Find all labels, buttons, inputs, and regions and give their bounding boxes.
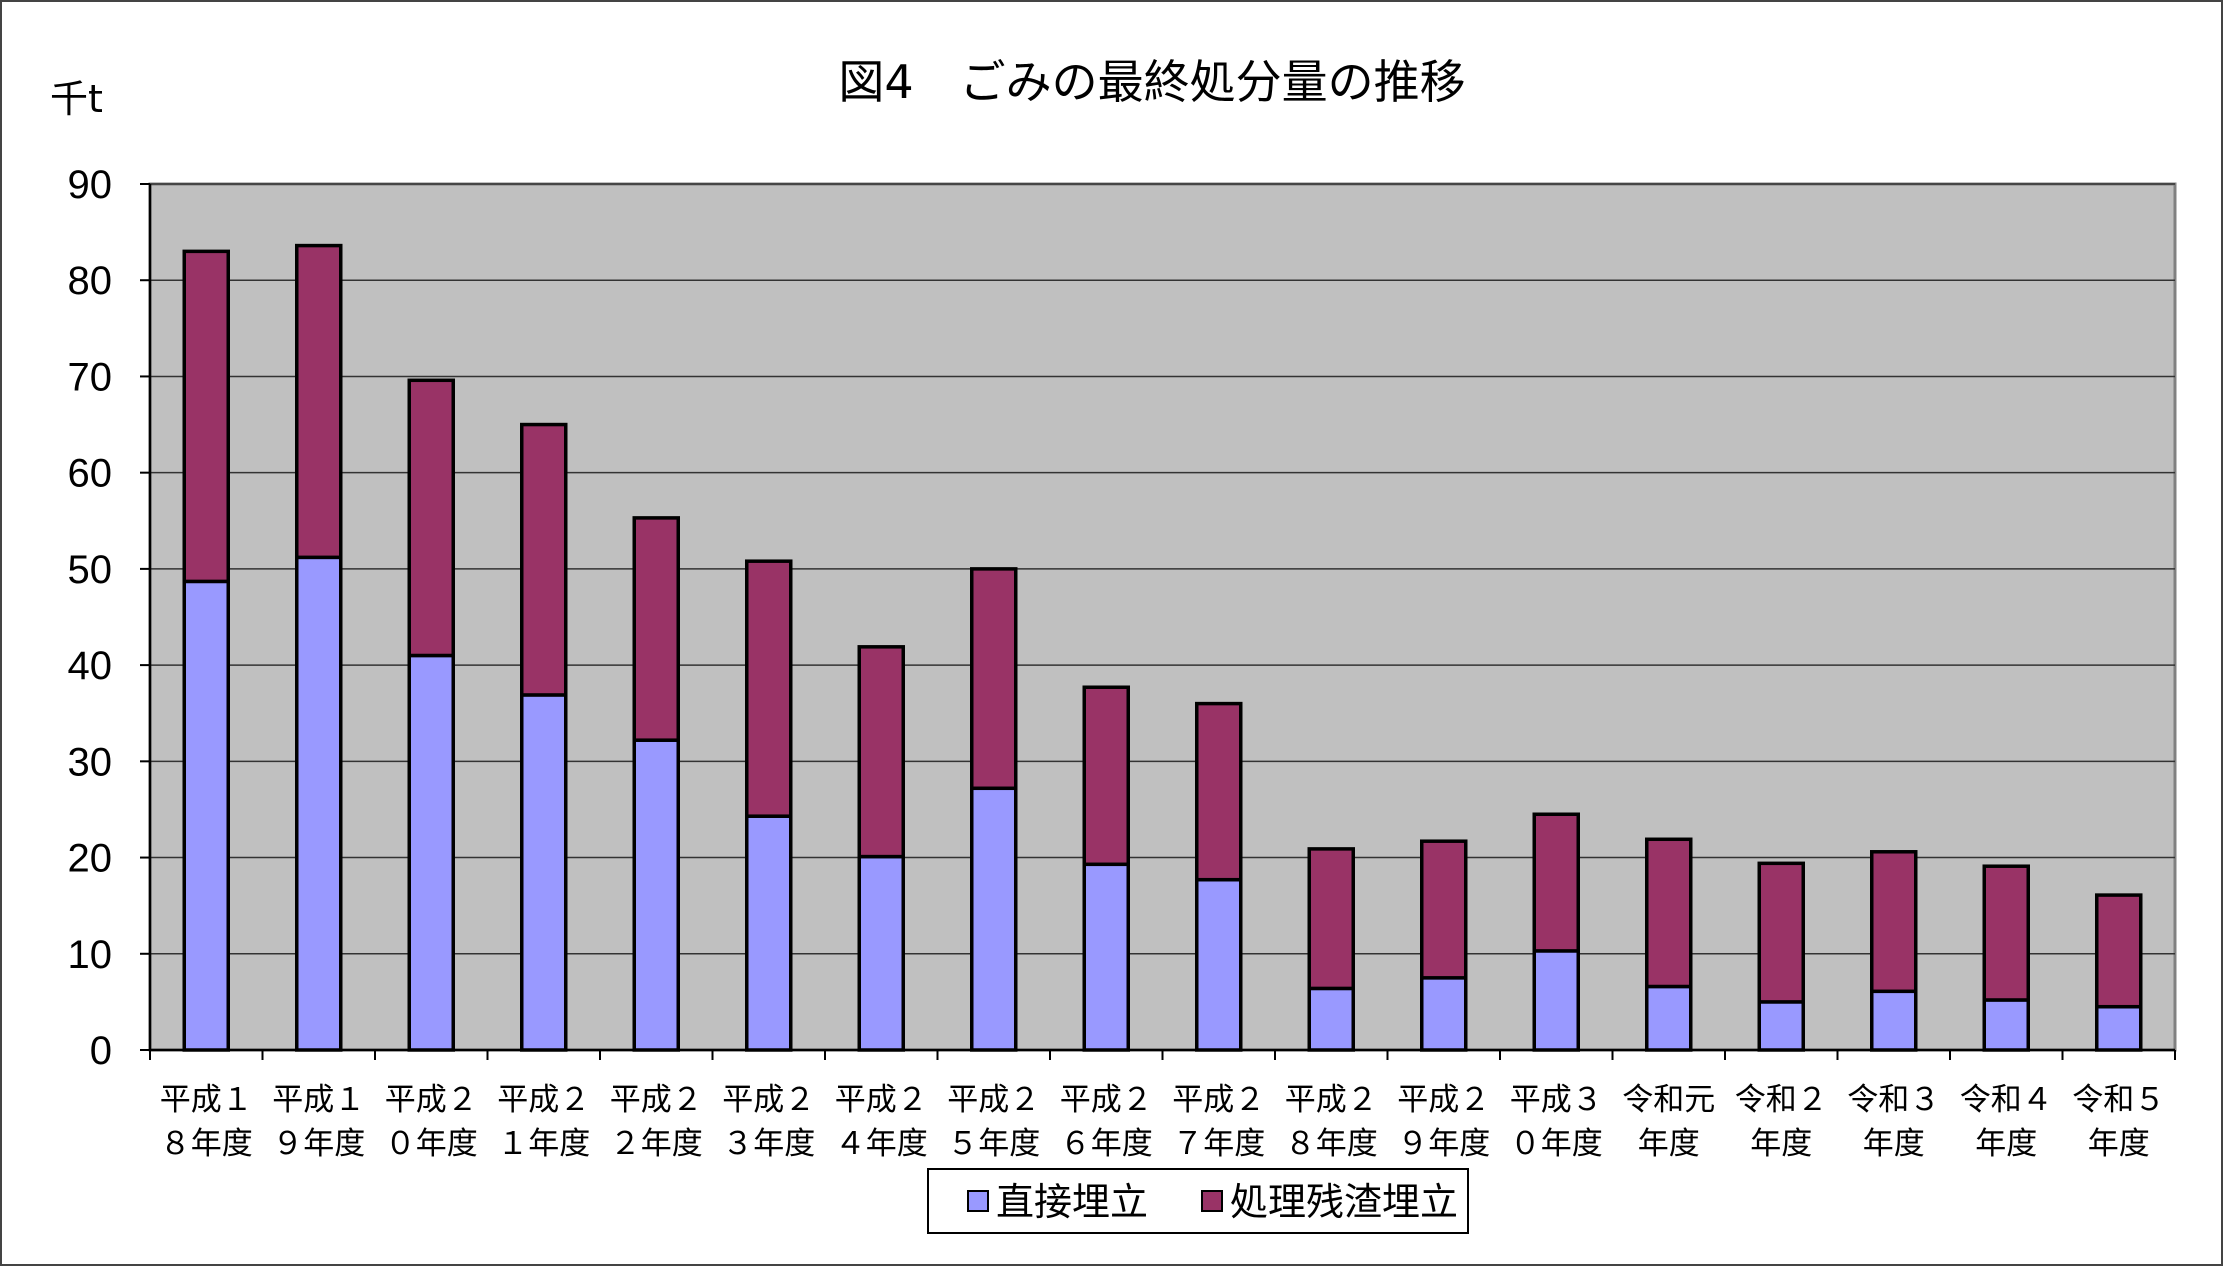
y-tick-label: 80 (68, 259, 113, 303)
chart-title: 図4 ごみの最終処分量の推移 (838, 55, 1465, 109)
x-tick-label: ５年度 (947, 1126, 1040, 1162)
bar-segment (1645, 984, 1693, 1052)
bar-segment (1982, 864, 2030, 1002)
x-tick-label: 平成１ (272, 1082, 365, 1118)
x-tick-label: 平成２ (497, 1082, 590, 1118)
legend: 直接埋立 処理残渣埋立 (927, 1168, 1469, 1234)
x-tick-label: 年度 (1638, 1126, 1700, 1162)
bar-segment (632, 516, 680, 742)
x-tick-label: ７年度 (1172, 1126, 1265, 1162)
x-tick-label: 年度 (1863, 1126, 1925, 1162)
x-tick-label: ８年度 (1285, 1126, 1378, 1162)
bar-segment (1082, 685, 1130, 867)
y-axis-ticks: 0 10 20 30 40 50 60 70 80 90 (68, 163, 150, 1073)
bars (182, 243, 2143, 1052)
x-axis-ticks: 平成１８年度平成１９年度平成２０年度平成２１年度平成２２年度平成２３年度平成２４… (149, 1050, 2176, 1162)
y-tick-label: 10 (68, 933, 113, 977)
y-tick-label: 90 (68, 163, 113, 207)
bar-segment (1307, 986, 1355, 1052)
bar-segment (1532, 812, 1580, 953)
x-tick-label: 平成２ (610, 1082, 703, 1118)
x-tick-label: 年度 (2088, 1126, 2150, 1162)
x-tick-label: 令和元 (1622, 1082, 1715, 1118)
x-tick-label: 平成２ (385, 1082, 478, 1118)
bar-segment (182, 249, 230, 584)
bar-segment (857, 854, 905, 1052)
x-tick-label: ３年度 (722, 1126, 815, 1162)
bar-segment (857, 645, 905, 859)
bar-segment (407, 653, 455, 1052)
legend-box (927, 1168, 1469, 1234)
x-tick-label: 令和２ (1735, 1082, 1828, 1118)
x-tick-label: 令和５ (2072, 1082, 2165, 1118)
bar-segment (182, 579, 230, 1052)
bar-segment (295, 243, 343, 560)
x-tick-label: ９年度 (1397, 1126, 1490, 1162)
bar-segment (520, 422, 568, 697)
bar-segment (1870, 850, 1918, 994)
x-tick-label: 令和４ (1960, 1082, 2053, 1118)
plot-area (148, 182, 2177, 1052)
x-tick-label: ９年度 (272, 1126, 365, 1162)
x-tick-label: 令和３ (1847, 1082, 1940, 1118)
bar-segment (1757, 861, 1805, 1004)
x-tick-label: ０年度 (1510, 1126, 1603, 1162)
x-tick-label: １年度 (497, 1126, 590, 1162)
bar-segment (970, 786, 1018, 1052)
bar-segment (970, 567, 1018, 791)
bar-segment (1420, 839, 1468, 980)
x-tick-label: 平成２ (1285, 1082, 1378, 1118)
y-tick-label: 60 (68, 452, 113, 496)
y-tick-label: 50 (68, 548, 113, 592)
bar-segment (295, 555, 343, 1052)
legend-label: 直接埋立 (996, 1180, 1148, 1224)
legend-swatch (1201, 1190, 1223, 1212)
bar-segment (2095, 893, 2143, 1009)
bar-segment (1645, 837, 1693, 989)
x-tick-label: ２年度 (610, 1126, 703, 1162)
bar-segment (1195, 701, 1243, 882)
y-tick-label: 30 (68, 740, 113, 784)
y-tick-label: 40 (68, 644, 113, 688)
x-tick-label: 平成２ (722, 1082, 815, 1118)
x-tick-label: 平成２ (1172, 1082, 1265, 1118)
bar-segment (1870, 989, 1918, 1052)
bar-segment (1757, 1000, 1805, 1052)
bar-segment (1307, 847, 1355, 991)
x-tick-label: 平成３ (1510, 1082, 1603, 1118)
x-tick-label: 平成２ (835, 1082, 928, 1118)
x-tick-label: ８年度 (160, 1126, 253, 1162)
x-tick-label: 平成１ (160, 1082, 253, 1118)
x-tick-label: ６年度 (1060, 1126, 1153, 1162)
bar-segment (520, 693, 568, 1052)
bar-segment (1082, 862, 1130, 1052)
bar-segment (1420, 976, 1468, 1052)
y-axis-unit-label: 千t (50, 77, 103, 121)
bar-segment (745, 559, 793, 818)
y-tick-label: 0 (90, 1029, 112, 1073)
x-tick-label: 年度 (1975, 1126, 2037, 1162)
grid-lines (150, 183, 2175, 955)
legend-swatch (967, 1190, 989, 1212)
x-tick-label: ０年度 (385, 1126, 478, 1162)
bar-segment (407, 378, 455, 658)
legend-label: 処理残渣埋立 (1230, 1180, 1458, 1224)
bar-segment (1982, 998, 2030, 1052)
bar-segment (1195, 877, 1243, 1052)
bar-segment (745, 814, 793, 1052)
bar-segment (2095, 1004, 2143, 1052)
x-tick-label: 平成２ (947, 1082, 1040, 1118)
y-tick-label: 70 (68, 355, 113, 399)
bar-segment (632, 738, 680, 1052)
x-tick-label: 平成２ (1397, 1082, 1490, 1118)
y-tick-label: 20 (68, 837, 113, 881)
bar-segment (1532, 949, 1580, 1052)
x-tick-label: 年度 (1750, 1126, 1812, 1162)
x-tick-label: ４年度 (835, 1126, 928, 1162)
x-tick-label: 平成２ (1060, 1082, 1153, 1118)
